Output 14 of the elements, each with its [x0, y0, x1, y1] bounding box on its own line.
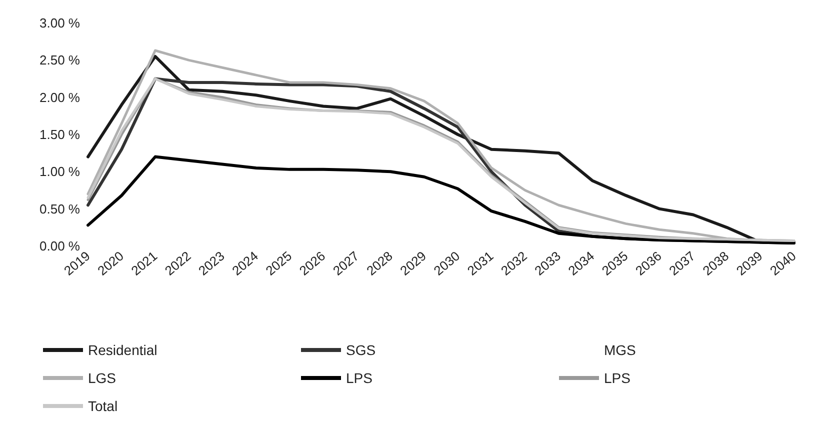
- y-tick-label: 2.50 %: [40, 52, 80, 68]
- legend-label: Total: [88, 398, 118, 414]
- legend-label: LGS: [88, 370, 116, 386]
- legend-label: SGS: [346, 342, 376, 358]
- y-tick-label: 0.50 %: [40, 201, 80, 216]
- y-tick-label: 0.00 %: [40, 238, 80, 254]
- legend-label: LPS: [346, 370, 372, 386]
- y-tick-label: 2.00 %: [40, 90, 80, 105]
- y-tick-label: 3.00 %: [40, 16, 80, 30]
- text: MGS: [604, 342, 636, 358]
- legend-label: Residential: [88, 342, 158, 358]
- legend-label: LPS: [604, 370, 630, 386]
- y-tick-label: 1.50 %: [40, 127, 80, 142]
- y-tick-label: 1.00 %: [40, 164, 80, 180]
